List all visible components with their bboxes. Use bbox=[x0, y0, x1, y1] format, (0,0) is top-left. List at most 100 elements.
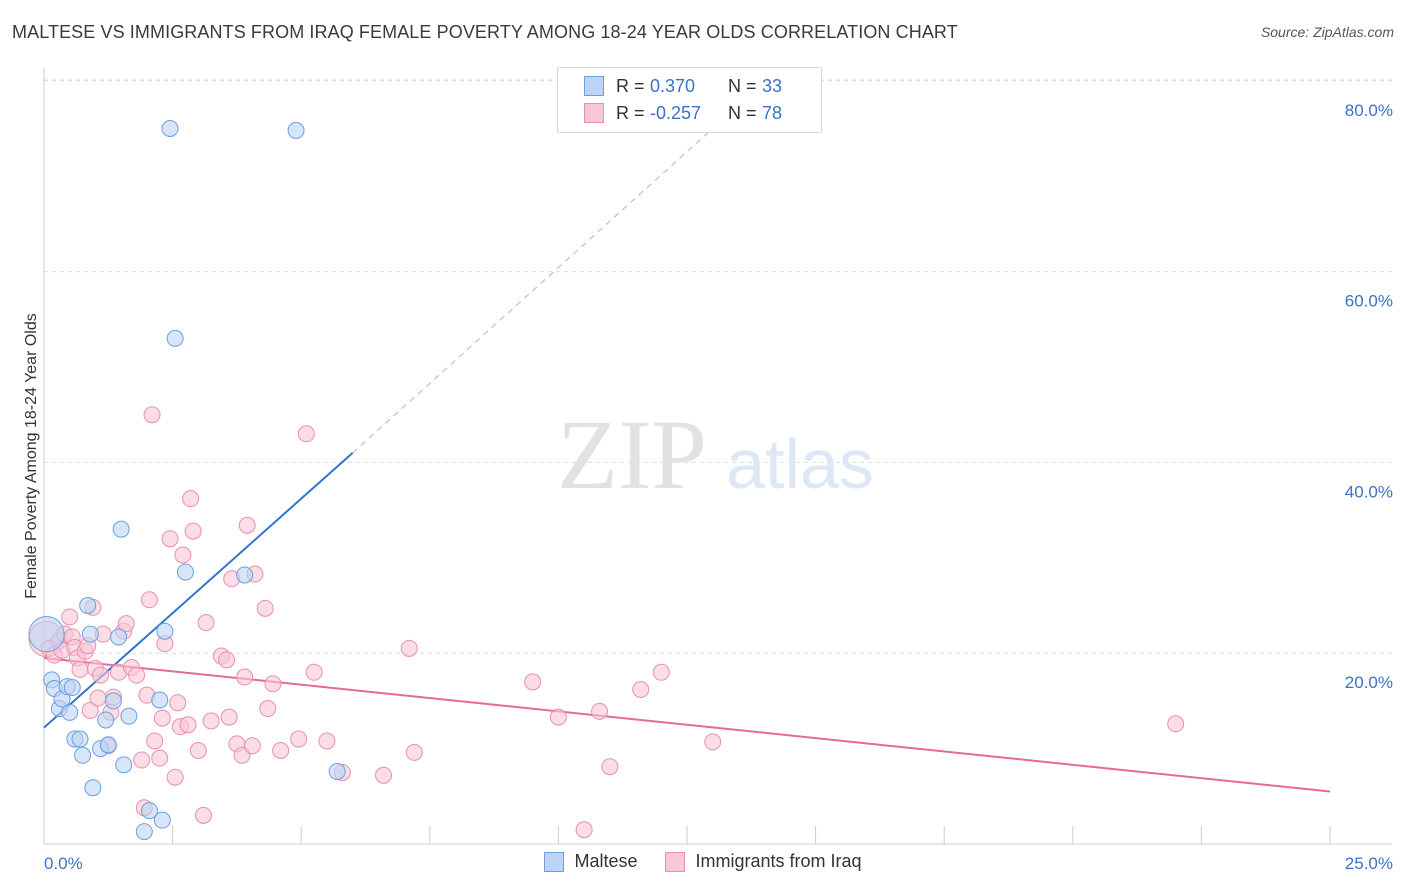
legend-item-iraq[interactable]: Immigrants from Iraq bbox=[665, 851, 862, 872]
legend-row-maltese: R = 0.370 N = 33 bbox=[584, 74, 840, 98]
maltese-point bbox=[236, 566, 254, 584]
watermark: ZIP atlas bbox=[557, 399, 874, 510]
maltese-point bbox=[81, 625, 99, 643]
iraq-point bbox=[305, 663, 323, 681]
iraq-point bbox=[182, 490, 200, 508]
iraq-point bbox=[400, 639, 418, 657]
maltese-point bbox=[110, 628, 128, 646]
iraq-point bbox=[236, 668, 254, 686]
maltese-trend-extension bbox=[352, 128, 714, 454]
iraq-point bbox=[92, 666, 110, 684]
maltese-point bbox=[104, 692, 122, 710]
iraq-point bbox=[220, 708, 238, 726]
iraq-point bbox=[259, 700, 277, 718]
iraq-point bbox=[194, 806, 212, 824]
iraq-point bbox=[264, 675, 282, 693]
iraq-point bbox=[375, 766, 393, 784]
iraq-point bbox=[524, 673, 542, 691]
legend-r-value: -0.257 bbox=[650, 102, 702, 123]
maltese-point bbox=[166, 329, 184, 347]
iraq-point bbox=[71, 660, 89, 678]
source-label: Source: ZipAtlas.com bbox=[1260, 24, 1394, 40]
correlation-legend: R = 0.370 N = 33 R = -0.257 N = 78 bbox=[557, 67, 822, 133]
maltese-point bbox=[79, 597, 97, 614]
maltese-point bbox=[176, 563, 194, 581]
iraq-legend-label: Immigrants from Iraq bbox=[695, 851, 862, 871]
iraq-point bbox=[143, 406, 161, 424]
iraq-point bbox=[174, 546, 192, 564]
legend-n-value: 78 bbox=[762, 102, 783, 123]
iraq-point bbox=[272, 742, 290, 760]
iraq-point bbox=[161, 530, 179, 548]
maltese-point bbox=[61, 703, 79, 721]
axes bbox=[43, 68, 1392, 845]
maltese-point bbox=[151, 691, 169, 709]
iraq-point bbox=[81, 701, 99, 719]
y-tick-label: 80.0% bbox=[1345, 101, 1393, 120]
iraq-point bbox=[146, 732, 164, 750]
maltese-point bbox=[156, 622, 174, 640]
iraq-point bbox=[549, 708, 567, 726]
iraq-point bbox=[166, 768, 184, 786]
maltese-point bbox=[135, 823, 153, 841]
tick-labels: 20.0% 40.0% 60.0% 80.0% 0.0% 25.0% bbox=[44, 101, 1393, 873]
iraq-point bbox=[151, 749, 169, 767]
maltese-point bbox=[99, 736, 117, 754]
iraq-point bbox=[179, 716, 197, 734]
iraq-point bbox=[153, 709, 171, 727]
maltese-point bbox=[287, 121, 305, 139]
maltese-point bbox=[97, 711, 115, 729]
watermark-atlas: atlas bbox=[726, 425, 874, 503]
iraq-trend-line bbox=[43, 656, 1331, 793]
iraq-point bbox=[591, 702, 609, 720]
maltese-point bbox=[328, 762, 346, 780]
maltese-point bbox=[71, 730, 89, 748]
maltese-point bbox=[84, 779, 102, 797]
iraq-point bbox=[652, 663, 670, 681]
iraq-point bbox=[184, 522, 202, 540]
iraq-point bbox=[632, 680, 650, 698]
iraq-swatch bbox=[584, 103, 604, 123]
legend-n-label: N = bbox=[728, 75, 757, 96]
iraq-point bbox=[218, 651, 236, 669]
iraq-point bbox=[256, 599, 274, 617]
iraq-point bbox=[405, 743, 423, 761]
iraq-point bbox=[1167, 715, 1185, 733]
y-tick-label: 20.0% bbox=[1345, 673, 1393, 692]
iraq-point bbox=[575, 821, 593, 839]
maltese-point bbox=[28, 616, 65, 653]
maltese-point bbox=[63, 679, 81, 697]
iraq-point bbox=[243, 737, 261, 755]
maltese-point bbox=[120, 707, 138, 725]
legend-item-maltese[interactable]: Maltese bbox=[544, 851, 637, 872]
iraq-point bbox=[133, 751, 151, 769]
x-tick-label-max: 25.0% bbox=[1345, 854, 1393, 873]
iraq-point bbox=[197, 614, 215, 632]
iraq-point bbox=[61, 608, 79, 626]
legend-n-value: 33 bbox=[762, 75, 783, 96]
maltese-point bbox=[140, 802, 158, 820]
data-points bbox=[28, 120, 1185, 841]
maltese-swatch bbox=[584, 76, 604, 96]
legend-n-label: N = bbox=[728, 102, 757, 123]
maltese-point bbox=[153, 811, 171, 829]
iraq-legend-swatch bbox=[665, 851, 686, 872]
maltese-point bbox=[161, 120, 179, 137]
iraq-point bbox=[189, 742, 207, 760]
iraq-point bbox=[704, 733, 722, 751]
iraq-point bbox=[318, 732, 336, 750]
maltese-legend-label: Maltese bbox=[574, 851, 638, 871]
maltese-point bbox=[112, 520, 130, 538]
iraq-point bbox=[238, 516, 256, 534]
legend-row-iraq: R = -0.257 N = 78 bbox=[584, 101, 840, 125]
legend-r-value: 0.370 bbox=[650, 75, 696, 96]
iraq-point bbox=[601, 758, 619, 776]
iraq-point bbox=[290, 730, 308, 748]
watermark-zip: ZIP bbox=[557, 399, 707, 510]
chart-title: MALTESE VS IMMIGRANTS FROM IRAQ FEMALE P… bbox=[12, 22, 958, 42]
iraq-point bbox=[202, 712, 220, 730]
series-legend: Maltese Immigrants from Iraq bbox=[0, 851, 1406, 872]
maltese-legend-swatch bbox=[544, 851, 565, 872]
iraq-point bbox=[89, 689, 107, 707]
